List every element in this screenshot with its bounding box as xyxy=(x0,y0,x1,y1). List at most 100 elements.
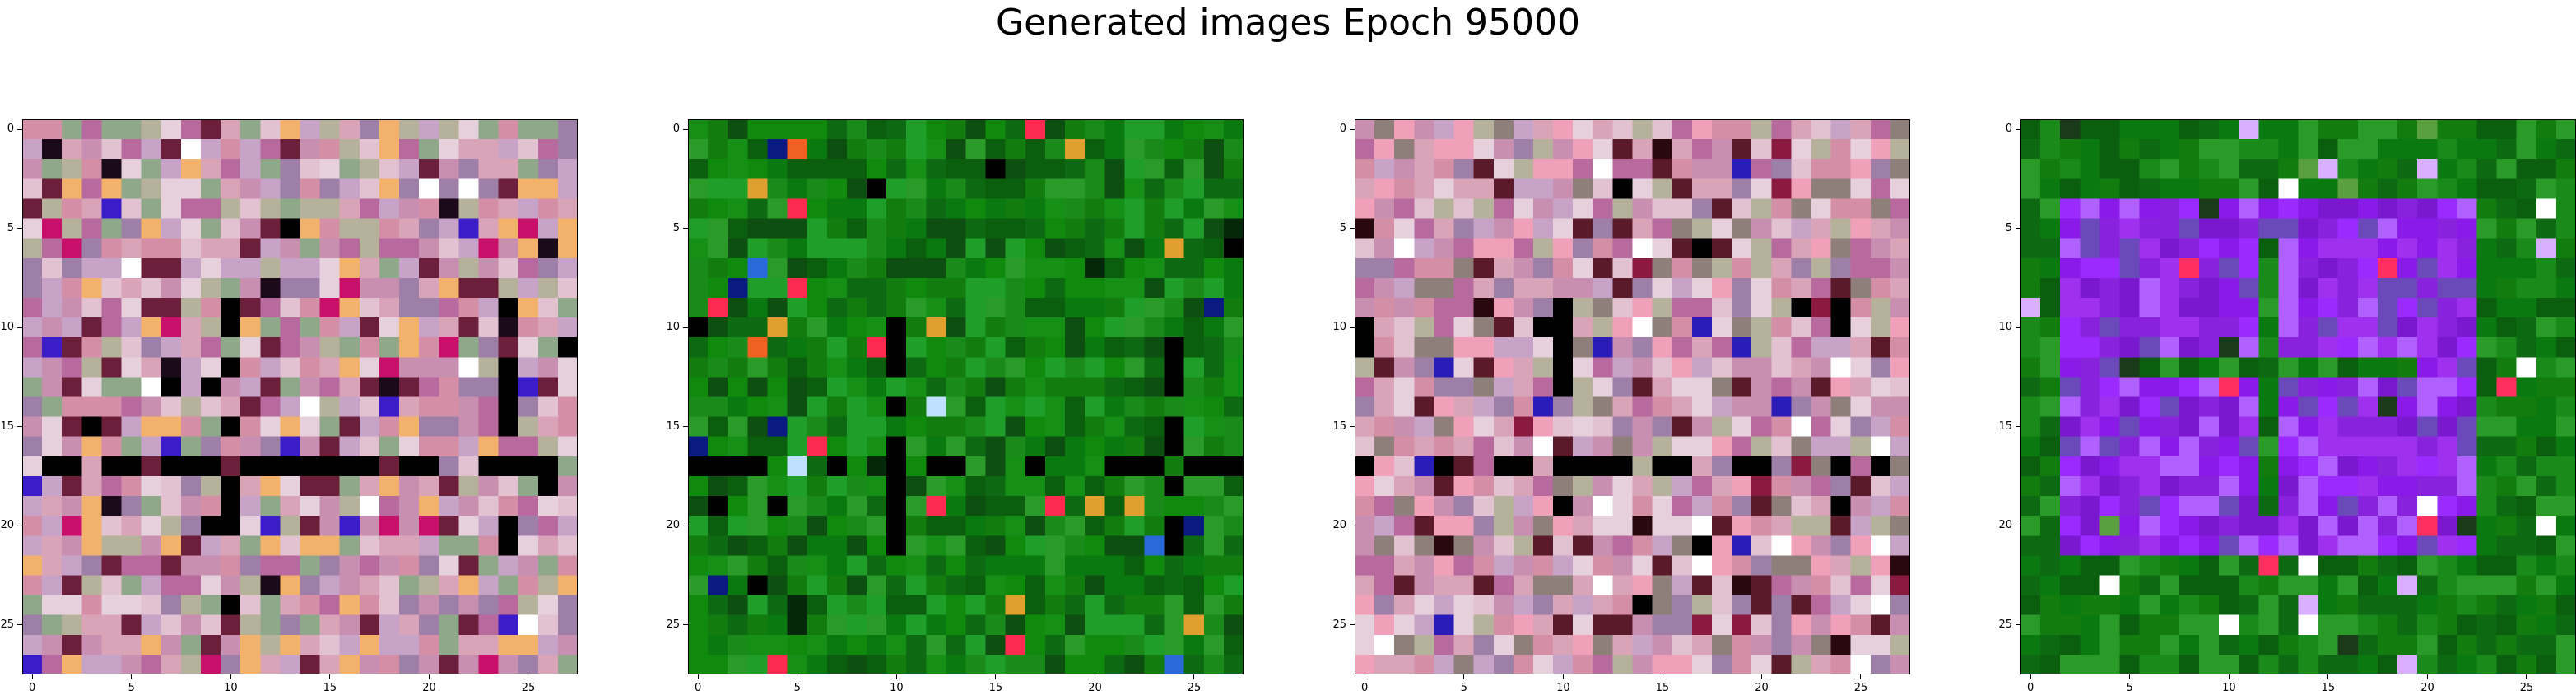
y-tick-label: 0 xyxy=(2005,123,2012,136)
generated-image-2 xyxy=(688,119,1244,674)
y-tick-mark xyxy=(683,327,688,328)
x-tick-mark xyxy=(1193,674,1195,679)
x-tick-mark xyxy=(2228,674,2230,679)
x-tick-mark xyxy=(131,674,133,679)
x-tick-label: 0 xyxy=(2027,682,2034,694)
y-tick-mark xyxy=(1350,128,1355,130)
x-tick-label: 10 xyxy=(1556,682,1570,694)
x-tick-mark xyxy=(2129,674,2131,679)
x-tick-label: 10 xyxy=(2222,682,2236,694)
x-tick-label: 25 xyxy=(521,682,536,694)
x-tick-mark xyxy=(1463,674,1465,679)
y-tick-label: 20 xyxy=(666,519,680,532)
y-tick-mark xyxy=(1350,228,1355,229)
x-tick-label: 5 xyxy=(128,682,135,694)
x-tick-mark xyxy=(1860,674,1862,679)
x-tick-label: 0 xyxy=(29,682,36,694)
y-tick-mark xyxy=(17,426,22,428)
y-tick-mark xyxy=(2016,426,2020,428)
axes-frame xyxy=(2020,119,2576,674)
axes-frame xyxy=(688,119,1244,674)
y-tick-mark xyxy=(17,128,22,130)
x-tick-label: 5 xyxy=(1460,682,1467,694)
y-tick-mark xyxy=(683,228,688,229)
y-tick-label: 10 xyxy=(0,321,14,334)
y-tick-label: 25 xyxy=(1998,618,2012,631)
y-tick-label: 20 xyxy=(1332,519,1346,532)
y-tick-mark xyxy=(1350,624,1355,626)
generated-image-panel-2: 0 0 5 5 10 10 15 15 20 20 25 25 xyxy=(666,119,1244,694)
x-tick-label: 15 xyxy=(1655,682,1670,694)
generated-image-4 xyxy=(2020,119,2576,674)
y-tick-mark xyxy=(17,228,22,229)
y-tick-label: 0 xyxy=(672,123,680,136)
x-tick-mark xyxy=(697,674,699,679)
x-tick-label: 15 xyxy=(2321,682,2336,694)
y-tick-label: 0 xyxy=(7,123,14,136)
x-tick-label: 10 xyxy=(224,682,238,694)
y-tick-mark xyxy=(2016,128,2020,130)
y-tick-label: 25 xyxy=(0,618,14,631)
generated-image-1 xyxy=(22,119,578,674)
x-tick-mark xyxy=(230,674,231,679)
x-tick-label: 15 xyxy=(323,682,337,694)
axes-frame xyxy=(1355,119,1910,674)
y-tick-label: 15 xyxy=(666,419,680,433)
y-tick-mark xyxy=(1350,327,1355,328)
y-tick-label: 10 xyxy=(1332,321,1346,334)
y-tick-label: 20 xyxy=(1998,519,2012,532)
x-tick-label: 25 xyxy=(1187,682,1202,694)
x-tick-mark xyxy=(995,674,997,679)
x-tick-label: 0 xyxy=(695,682,702,694)
y-tick-label: 25 xyxy=(1332,618,1346,631)
y-tick-mark xyxy=(683,426,688,428)
generated-image-3 xyxy=(1355,119,1910,674)
y-tick-label: 0 xyxy=(1339,123,1346,136)
x-tick-mark xyxy=(31,674,33,679)
x-tick-label: 20 xyxy=(1755,682,1769,694)
x-tick-mark xyxy=(2526,674,2527,679)
x-tick-label: 5 xyxy=(2126,682,2133,694)
y-tick-label: 15 xyxy=(1998,419,2012,433)
y-tick-mark xyxy=(17,624,22,626)
y-tick-mark xyxy=(1350,426,1355,428)
figure-title: Generated images Epoch 95000 xyxy=(995,2,1581,44)
generated-image-panel-4: 0 0 5 5 10 10 15 15 20 20 25 25 xyxy=(1998,119,2576,694)
x-tick-label: 15 xyxy=(988,682,1003,694)
y-tick-label: 10 xyxy=(1998,321,2012,334)
x-tick-mark xyxy=(329,674,331,679)
x-tick-label: 20 xyxy=(422,682,436,694)
y-tick-label: 15 xyxy=(1332,419,1346,433)
y-tick-mark xyxy=(2016,228,2020,229)
x-tick-label: 5 xyxy=(793,682,801,694)
y-tick-mark xyxy=(2016,327,2020,328)
x-tick-label: 25 xyxy=(1853,682,1868,694)
generated-image-panel-1: 0 0 5 5 10 10 15 15 20 20 25 25 xyxy=(0,119,578,694)
x-tick-mark xyxy=(428,674,430,679)
y-tick-label: 25 xyxy=(666,618,680,631)
y-tick-label: 20 xyxy=(0,519,14,532)
x-tick-label: 10 xyxy=(890,682,904,694)
x-tick-mark xyxy=(2030,674,2031,679)
x-tick-label: 0 xyxy=(1361,682,1369,694)
x-tick-label: 25 xyxy=(2519,682,2534,694)
x-tick-mark xyxy=(1760,674,1762,679)
axes-frame xyxy=(22,119,578,674)
y-tick-label: 5 xyxy=(7,221,14,234)
y-tick-mark xyxy=(2016,624,2020,626)
x-tick-label: 20 xyxy=(1088,682,1102,694)
x-tick-mark xyxy=(2327,674,2329,679)
y-tick-label: 5 xyxy=(1339,221,1346,234)
y-tick-label: 5 xyxy=(2005,221,2012,234)
generated-image-panel-3: 0 0 5 5 10 10 15 15 20 20 25 25 xyxy=(1332,119,1910,694)
x-tick-mark xyxy=(2426,674,2428,679)
y-tick-mark xyxy=(683,128,688,130)
y-tick-label: 15 xyxy=(0,419,14,433)
y-tick-label: 10 xyxy=(666,321,680,334)
y-tick-label: 5 xyxy=(672,221,680,234)
x-tick-label: 20 xyxy=(2420,682,2434,694)
y-tick-mark xyxy=(683,624,688,626)
x-tick-mark xyxy=(895,674,897,679)
y-tick-mark xyxy=(17,327,22,328)
x-tick-mark xyxy=(1562,674,1564,679)
